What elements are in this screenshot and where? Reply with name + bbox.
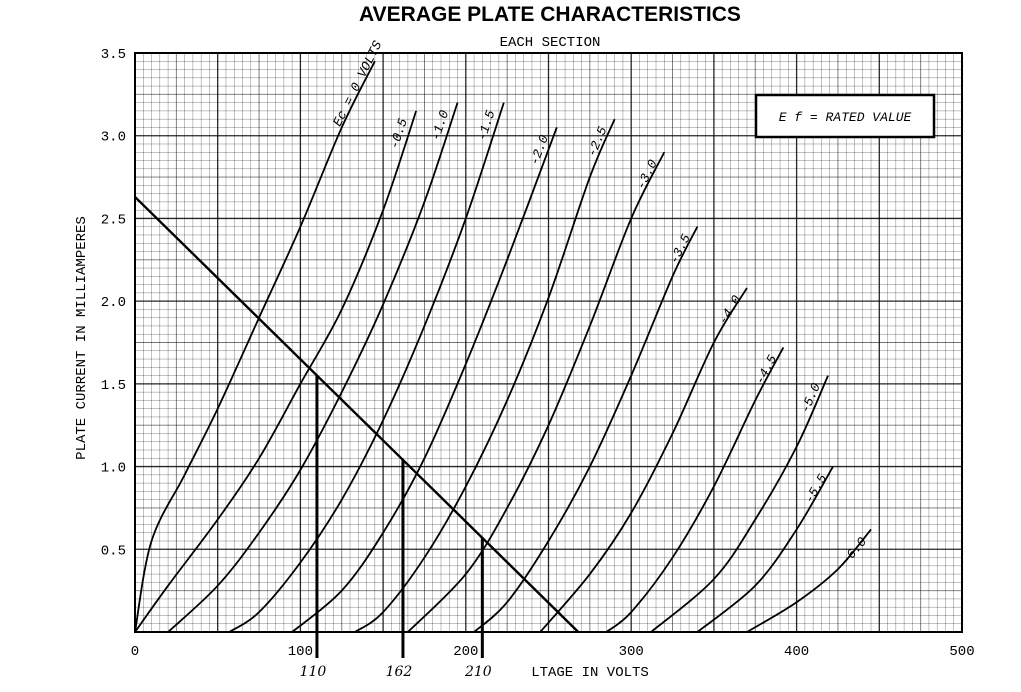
y-tick-label: 1.5: [101, 378, 126, 394]
y-axis-label: PLATE CURRENT IN MILLIAMPERES: [74, 216, 90, 460]
series-label-1: -0.5: [387, 116, 411, 151]
y-tick-label: 3.0: [101, 130, 126, 146]
x-tick-label: 500: [949, 644, 974, 660]
plot-border: [134, 52, 963, 633]
series-line-10: [650, 375, 829, 633]
series-label-6: -3.0: [633, 157, 660, 192]
series-line-7: [473, 226, 699, 633]
series-label-0: Ec = 0 VOLTS: [330, 38, 385, 129]
x-tick-label: 400: [784, 644, 809, 660]
series-line-11: [696, 466, 834, 633]
chart-title: AVERAGE PLATE CHARACTERISTICS: [359, 3, 741, 26]
y-tick-label: 3.5: [101, 47, 126, 63]
x-tick-label: 0: [131, 644, 139, 660]
series-line-5: [354, 118, 616, 633]
y-tick-label: 0.5: [101, 543, 126, 559]
annotation-label-2: 210: [464, 664, 492, 680]
series-line-6: [407, 151, 666, 633]
x-tick-label: 200: [453, 644, 478, 660]
x-axis-label: LTAGE IN VOLTS: [531, 665, 649, 681]
y-tick-label: 2.5: [101, 212, 126, 228]
series-label-2: -1.0: [428, 108, 452, 143]
series-line-3: [228, 102, 505, 633]
series-label-7: -3.5: [667, 232, 694, 267]
x-tick-label: 300: [619, 644, 644, 660]
series-label-5: -2.5: [584, 124, 610, 159]
annotation-label-0: 110: [300, 664, 327, 680]
series-label-3: -1.5: [475, 108, 499, 143]
series-line-8: [539, 287, 748, 633]
x-tick-label: 100: [288, 644, 313, 660]
series-line-1: [134, 110, 418, 633]
series-line-12: [746, 528, 872, 633]
series-line-2: [167, 102, 459, 633]
series-line-9: [605, 347, 785, 633]
annotation-label-1: 162: [386, 664, 413, 680]
series-label-11: -5.5: [802, 471, 831, 506]
series-label-9: -4.5: [752, 352, 780, 387]
y-tick-label: 1.0: [101, 461, 126, 477]
y-tick-label: 2.0: [101, 295, 126, 311]
chart-subtitle: EACH SECTION: [500, 35, 601, 51]
series-line-0: [134, 60, 376, 633]
rated-value-box: E f = RATED VALUE: [754, 93, 936, 139]
load-line: [134, 196, 580, 633]
chart-curves: [134, 60, 872, 658]
series-line-4: [291, 127, 558, 633]
series-label-10: -5.0: [798, 381, 824, 416]
rated-value-label: E f = RATED VALUE: [779, 110, 912, 125]
